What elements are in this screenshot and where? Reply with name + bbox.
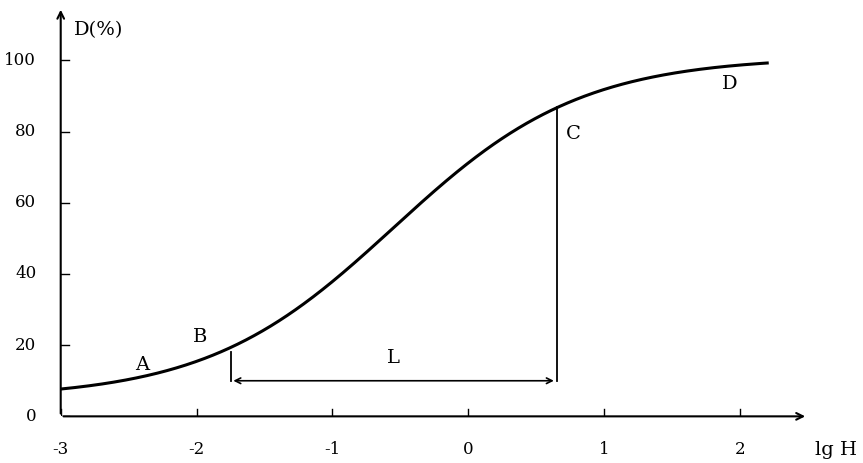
Text: -3: -3	[53, 441, 69, 458]
Text: 2: 2	[734, 441, 746, 458]
Text: 80: 80	[15, 123, 36, 140]
Text: A: A	[135, 356, 149, 374]
Text: D: D	[722, 75, 738, 93]
Text: 1: 1	[599, 441, 609, 458]
Text: D(%): D(%)	[74, 21, 123, 39]
Text: L: L	[387, 349, 400, 367]
Text: 0: 0	[463, 441, 474, 458]
Text: B: B	[192, 328, 207, 345]
Text: 60: 60	[16, 194, 36, 211]
Text: -2: -2	[188, 441, 205, 458]
Text: 100: 100	[4, 52, 36, 69]
Text: 20: 20	[15, 337, 36, 354]
Text: lg H: lg H	[815, 441, 857, 459]
Text: 40: 40	[15, 265, 36, 282]
Text: 0: 0	[26, 408, 36, 425]
Text: -1: -1	[324, 441, 341, 458]
Text: C: C	[566, 125, 581, 143]
